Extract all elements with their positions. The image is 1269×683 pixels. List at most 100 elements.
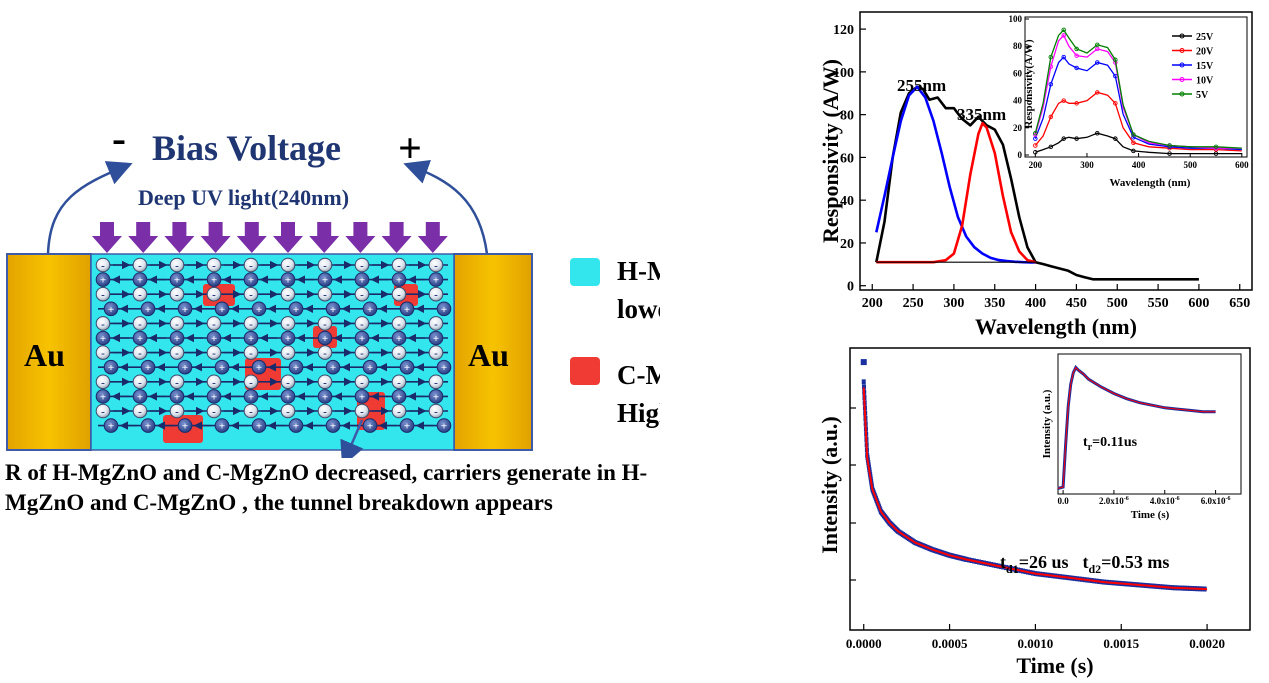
x-tick-label: 650	[1229, 296, 1250, 311]
electron-symbol: -	[397, 289, 401, 301]
electron-symbol: -	[249, 318, 253, 330]
hole	[103, 359, 119, 375]
electron-symbol: -	[323, 260, 327, 272]
legend-h-line2: lower R	[617, 294, 660, 324]
chart1-ylabel: Responsivity (A/W)	[818, 59, 843, 243]
uv-arrow	[92, 222, 122, 253]
electron	[391, 403, 407, 419]
caption: R of H-MgZnO and C-MgZnO decreased, carr…	[5, 460, 648, 515]
electron-symbol: -	[212, 260, 216, 272]
hole-symbol: +	[219, 421, 225, 433]
electron	[428, 257, 444, 273]
electron	[169, 316, 185, 331]
electron-symbol: -	[286, 406, 290, 418]
electron	[169, 286, 185, 302]
hole-symbol: +	[145, 304, 151, 316]
electron-symbol: -	[397, 377, 401, 389]
legend-h-line1: H-MgZnO	[617, 256, 660, 286]
chart1-xlabel: Wavelength (nm)	[975, 314, 1137, 339]
hole	[362, 418, 378, 433]
hole-symbol: +	[396, 275, 402, 287]
left-au-label: Au	[24, 337, 65, 373]
x-tick-label: 600	[1188, 296, 1209, 311]
inset-x-tick-label: 400	[1132, 160, 1146, 170]
electron	[354, 286, 370, 302]
data-point	[860, 359, 867, 366]
electron	[243, 257, 259, 273]
hole-symbol: +	[330, 362, 336, 374]
electron-symbol: -	[212, 318, 216, 330]
electron	[243, 403, 259, 419]
inset-x-tick-label: 2.0x10-6	[1099, 496, 1129, 506]
legend-c-mgzno: C-MgZnO Higher R	[570, 357, 660, 428]
electron	[95, 345, 111, 360]
hole-symbol: +	[396, 391, 402, 403]
electron-symbol: -	[286, 377, 290, 389]
electron	[428, 316, 444, 331]
electron	[169, 345, 185, 360]
electron	[95, 374, 111, 390]
inset-y-tick-label: 0	[1018, 150, 1023, 160]
electron-symbol: -	[397, 406, 401, 418]
inset-marker	[1061, 136, 1066, 141]
data-point	[861, 384, 866, 390]
hole	[325, 418, 341, 433]
hole	[95, 272, 111, 287]
inset1-xlabel: Wavelength (nm)	[1110, 177, 1191, 189]
electron	[391, 316, 407, 331]
hole	[436, 359, 452, 375]
x-tick-label: 0.0010	[1018, 636, 1054, 651]
inset-x-tick-label: 600	[1235, 160, 1249, 170]
inset-marker	[1048, 114, 1054, 120]
hole-symbol: +	[293, 362, 299, 374]
hole	[428, 389, 444, 404]
electron	[317, 374, 333, 390]
hole	[399, 418, 415, 433]
inset-marker	[1113, 136, 1118, 141]
hole-symbol: +	[100, 391, 106, 403]
electron-symbol: -	[360, 318, 364, 330]
uv-arrow	[128, 222, 159, 253]
inset-x-tick-label: 0.0	[1057, 496, 1069, 506]
inset-marker	[1033, 150, 1038, 155]
peak-255-label: 255nm	[897, 76, 946, 95]
electron-symbol: -	[434, 348, 438, 360]
hole-symbol: +	[145, 421, 151, 433]
x-tick-label: 200	[862, 296, 883, 311]
electron	[243, 374, 259, 390]
electron-symbol: -	[101, 289, 105, 301]
hole	[391, 389, 407, 404]
electron-symbol: -	[434, 377, 438, 389]
inset-x-tick-label: 300	[1080, 160, 1094, 170]
fit-line	[862, 387, 1208, 591]
hole-symbol: +	[219, 362, 225, 374]
right-au-electrode	[453, 253, 533, 451]
uv-arrow	[345, 222, 376, 253]
electron	[354, 345, 370, 360]
hole	[362, 301, 378, 317]
electron-symbol: -	[249, 289, 253, 301]
electron-symbol: -	[249, 377, 253, 389]
electron	[95, 286, 111, 302]
uv-arrow	[236, 222, 267, 253]
inset-marker	[1074, 65, 1079, 71]
electron-symbol: -	[434, 260, 438, 272]
hole-symbol: +	[174, 275, 180, 287]
inset2-ylabel: Intensity (a.u.)	[1041, 389, 1053, 458]
hole	[362, 359, 378, 375]
electron-symbol: -	[138, 377, 142, 389]
hole-symbol: +	[367, 304, 373, 316]
inset-series-line	[1035, 132, 1242, 155]
hole-symbol: +	[433, 333, 439, 345]
peak-335-label: 335nm	[957, 105, 1006, 124]
inset-series-line	[1034, 56, 1242, 151]
inset-marker	[1061, 98, 1066, 103]
electron-symbol: -	[397, 260, 401, 272]
electron	[243, 316, 259, 331]
hole	[280, 272, 296, 287]
series-line	[875, 85, 1199, 281]
electron-symbol: -	[360, 348, 364, 360]
electron-symbol: -	[323, 348, 327, 360]
electron	[169, 257, 185, 273]
inset-marker	[1074, 53, 1079, 58]
